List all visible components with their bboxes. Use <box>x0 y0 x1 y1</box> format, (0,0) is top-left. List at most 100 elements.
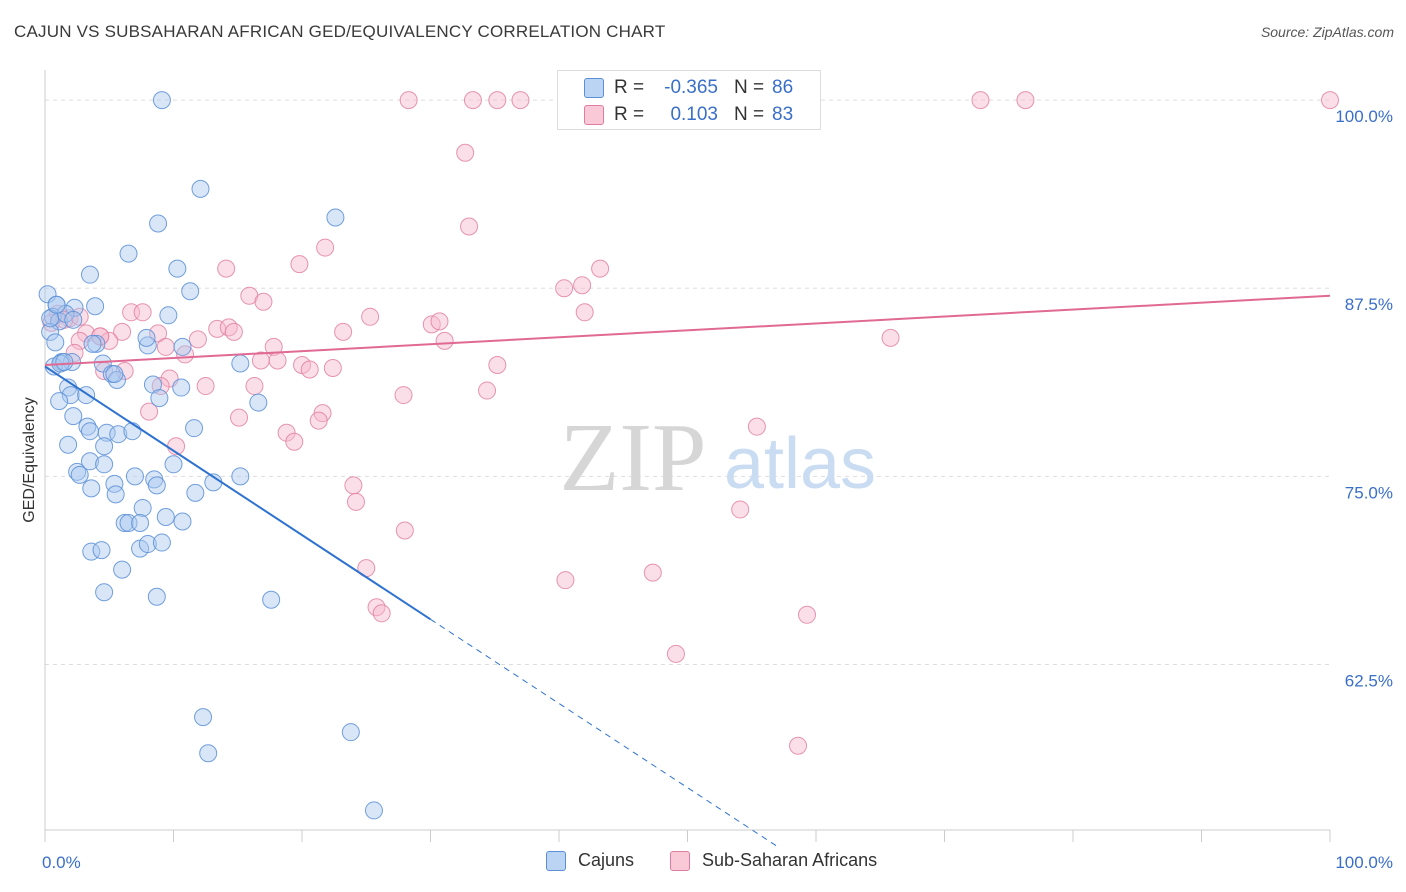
cajun-point-56 <box>147 476 166 495</box>
cajun-point-15 <box>41 322 60 341</box>
cajun-point-33 <box>61 386 80 405</box>
ssa-point-0 <box>399 91 418 110</box>
ssa-point-39 <box>430 312 449 331</box>
cajuns-swatch <box>584 78 604 98</box>
y-tick-label-1: 87.5% <box>1345 295 1393 314</box>
ssa-point-57 <box>196 377 215 396</box>
cajun-point-51 <box>70 465 89 484</box>
ssa-trend-line <box>44 294 1331 366</box>
cajun-point-62 <box>156 507 175 526</box>
cajun-point-83 <box>55 352 74 371</box>
ssa-point-37 <box>334 322 353 341</box>
ssa-point-66 <box>285 432 304 451</box>
cajun-point-1 <box>191 179 210 198</box>
ssa-point-59 <box>394 386 413 405</box>
ssa-point-17 <box>573 276 592 295</box>
ssa-point-16 <box>555 279 574 298</box>
trend-lines <box>44 294 1331 847</box>
cajun-point-6 <box>80 265 99 284</box>
ssa-point-67 <box>747 417 766 436</box>
cajun-point-49 <box>164 455 183 474</box>
cajun-point-59 <box>106 485 125 504</box>
cajun-point-61 <box>133 498 152 517</box>
stats-row-sub-saharan-africans: R = 0.103 N = 83 <box>558 102 822 128</box>
ssa-point-51 <box>300 360 319 379</box>
ssa-point-74 <box>556 571 575 590</box>
cajun-point-70 <box>138 535 157 554</box>
tick-labels: 100.0% 87.5% 75.0% 62.5% 0.0% 100.0% <box>42 107 1393 872</box>
watermark: ZIP atlas <box>560 404 877 512</box>
ssa-point-36 <box>224 322 243 341</box>
legend-item-sub-saharan-africans[interactable]: Sub-Saharan Africans <box>670 850 877 871</box>
ssa-point-53 <box>488 355 507 374</box>
cajun-point-54 <box>231 467 250 486</box>
cajun-point-75 <box>262 590 281 609</box>
ssa-point-15 <box>591 259 610 278</box>
stats-row-cajuns: R = -0.365 N = 86 <box>558 75 822 101</box>
ssa-point-64 <box>309 411 328 430</box>
cajuns-n-value: 86 <box>772 77 794 98</box>
cajun-point-8 <box>38 285 57 304</box>
bottom-legend: Cajuns Sub-Saharan Africans <box>0 850 1406 880</box>
ssa-swatch <box>584 105 604 125</box>
ssa-point-80 <box>789 736 808 755</box>
cajun-point-38 <box>64 407 83 426</box>
stats-legend: R = -0.365 N = 86 R = 0.103 N = 83 <box>557 70 821 130</box>
ssa-point-72 <box>395 521 414 540</box>
cajun-point-17 <box>46 333 65 352</box>
cajun-point-84 <box>83 334 102 353</box>
y-tick-label-3: 62.5% <box>1345 671 1393 690</box>
ssa-n-label: N = <box>734 104 765 125</box>
ssa-point-76 <box>367 598 386 617</box>
ssa-point-11 <box>460 217 479 236</box>
cajun-point-45 <box>59 435 78 454</box>
x-tick-label-end: 100.0% <box>1335 853 1393 872</box>
legend-label-cajuns: Cajuns <box>578 850 635 870</box>
cajun-point-77 <box>199 744 218 763</box>
ssa-point-75 <box>643 563 662 582</box>
cajun-point-43 <box>109 425 128 444</box>
cajun-point-60 <box>186 483 205 502</box>
cajun-point-46 <box>95 437 114 456</box>
cajun-point-0 <box>152 91 171 110</box>
ssa-point-21 <box>133 303 152 322</box>
cajun-point-20 <box>173 337 192 356</box>
axes <box>44 70 1331 842</box>
ssa-point-32 <box>149 324 168 343</box>
legend-label-sub-saharan-africans: Sub-Saharan Africans <box>702 850 878 870</box>
cajun-point-47 <box>80 452 99 471</box>
cajun-point-66 <box>131 513 150 532</box>
legend-item-cajuns[interactable]: Cajuns <box>546 850 634 871</box>
watermark-atlas: atlas <box>724 424 876 504</box>
legend-swatch-ssa <box>670 850 690 871</box>
cajun-point-50 <box>68 462 87 481</box>
cajun-point-2 <box>149 214 168 233</box>
ssa-n-value: 83 <box>772 104 794 125</box>
ssa-point-47 <box>176 345 195 364</box>
cajun-point-35 <box>150 389 169 408</box>
cajun-point-63 <box>173 512 192 531</box>
cajun-point-32 <box>172 378 191 397</box>
cajun-point-68 <box>92 541 111 560</box>
cajun-point-16 <box>159 306 178 325</box>
ssa-point-78 <box>798 605 817 624</box>
y-axis-title: GED/Equivalency <box>21 397 38 523</box>
cajun-point-64 <box>115 513 134 532</box>
x-tick-label-start: 0.0% <box>42 853 81 872</box>
cajun-point-79 <box>364 801 383 820</box>
cajun-point-71 <box>152 533 171 552</box>
cajuns-n-label: N = <box>734 77 765 98</box>
chart-title: CAJUN VS SUBSAHARAN AFRICAN GED/EQUIVALE… <box>14 22 666 41</box>
ssa-point-42 <box>156 337 175 356</box>
ssa-point-12 <box>316 238 335 257</box>
cajun-point-74 <box>147 587 166 606</box>
ssa-point-8 <box>1016 91 1035 110</box>
cajun-point-40 <box>80 422 99 441</box>
ssa-point-19 <box>254 292 273 311</box>
ssa-point-65 <box>277 423 296 442</box>
ssa-point-13 <box>217 259 236 278</box>
cajun-point-27 <box>231 354 250 373</box>
ssa-point-1 <box>463 91 482 110</box>
ssa-point-31 <box>113 322 132 341</box>
ssa-point-69 <box>344 476 363 495</box>
